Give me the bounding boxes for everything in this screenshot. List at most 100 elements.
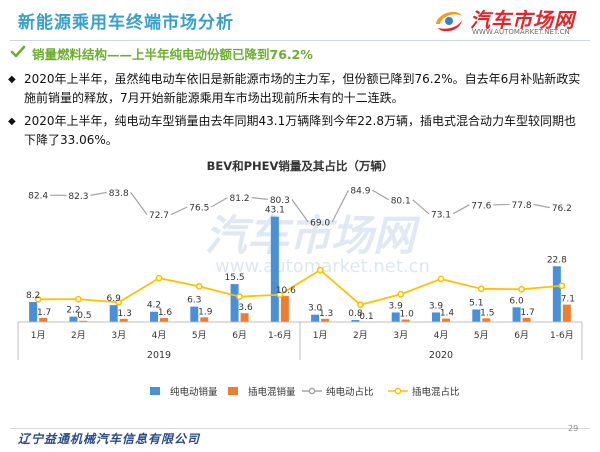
x-tick-label: 4月 <box>152 330 167 341</box>
phev-value-label: 1.0 <box>400 310 415 320</box>
bev-share-line <box>251 197 268 200</box>
x-tick-label: 5月 <box>474 330 489 341</box>
bev-share-label: 82.4 <box>28 192 48 202</box>
bev-bar <box>109 305 118 322</box>
bev-share-line <box>130 192 148 215</box>
phev-value-label: 3.6 <box>238 303 253 313</box>
bev-value-label: 43.1 <box>265 206 285 216</box>
bev-share-label: 84.9 <box>350 187 370 197</box>
header-bar: 新能源乘用车终端市场分析 汽车市场网 WWW.AUTOMARKET.NET.CN <box>0 0 600 42</box>
phev-bar <box>442 318 450 322</box>
phev-bar <box>39 317 48 322</box>
bev-share-label: 82.3 <box>68 192 88 202</box>
bev-bar <box>150 311 158 322</box>
phev-share-line <box>118 277 160 304</box>
phev-bar <box>321 318 330 322</box>
x-tick-label: 4月 <box>434 330 449 341</box>
bullet-text: 2020年上半年，虽然纯电动车依旧是新能源市场的主力军，但份额已降到76.2%。… <box>24 72 581 105</box>
phev-value-label: 1.9 <box>198 307 213 317</box>
phev-bar <box>200 317 209 322</box>
bev-bar <box>270 216 279 322</box>
phev-bar <box>482 318 491 322</box>
phev-share-point <box>357 301 364 309</box>
phev-value-label: 0.1 <box>359 312 373 322</box>
page-title: 新能源乘用车终端市场分析 <box>18 13 234 33</box>
bev-share-line <box>210 197 228 208</box>
phev-share-line <box>440 278 482 290</box>
legend-swatch <box>150 387 160 395</box>
chart-title: BEV和PHEV销量及其占比（万辆） <box>207 159 394 173</box>
x-tick-label: 1月 <box>313 330 328 341</box>
phev-share-point <box>34 295 42 303</box>
logo-url: WWW.AUTOMARKET.NET.CN <box>472 28 570 36</box>
phev-share-line <box>400 278 442 296</box>
section-subtitle: 销量燃料结构——上半年纯电动份额已降到76.2% <box>32 47 313 62</box>
bev-bar <box>512 307 521 322</box>
phev-value-label: 1.3 <box>319 309 333 319</box>
bev-phev-chart: BEV和PHEV销量及其占比（万辆） 汽车市场网 www.automarket.… <box>17 159 583 398</box>
bev-bar <box>351 320 360 322</box>
bev-bar <box>190 306 199 322</box>
x-tick-label: 2月 <box>353 330 368 341</box>
legend-swatch <box>228 387 238 395</box>
bullet-paragraph-2: ◆ 2020年上半年，纯电动车型销量由去年同期43.1万辆降到今年22.8万辆，… <box>8 112 586 150</box>
x-tick-label: 5月 <box>192 330 207 341</box>
bev-share-label: 73.1 <box>431 210 451 220</box>
phev-share-point <box>518 285 525 293</box>
group-label: 2020 <box>429 350 453 361</box>
page-number: 29 <box>568 424 579 433</box>
x-tick-label: 3月 <box>111 330 126 341</box>
phev-share-line <box>279 269 321 296</box>
phev-bar <box>522 317 531 322</box>
logo[interactable]: 汽车市场网 WWW.AUTOMARKET.NET.CN <box>432 4 592 38</box>
bev-share-label: 77.8 <box>512 201 532 211</box>
bev-share-line <box>170 206 188 216</box>
legend-label: 插电混销量 <box>248 386 296 398</box>
phev-share-line <box>521 284 562 291</box>
bev-value-label: 3.0 <box>308 304 323 314</box>
bev-share-label: 80.3 <box>270 196 290 206</box>
x-tick-label: 1月 <box>31 330 46 341</box>
bev-value-label: 15.5 <box>225 273 245 283</box>
bev-value-label: 3.9 <box>389 301 404 311</box>
bev-bar <box>391 312 400 322</box>
bev-value-label: 4.2 <box>147 301 161 311</box>
bev-share-line <box>90 191 107 196</box>
phev-share-line <box>239 293 280 298</box>
bev-share-label: 72.7 <box>149 211 169 221</box>
phev-share-point <box>276 291 284 299</box>
legend-marker <box>308 387 316 395</box>
x-tick-label: 1-6月 <box>550 330 574 341</box>
bev-value-label: 6.9 <box>107 294 122 304</box>
phev-share-point <box>437 275 445 283</box>
phev-share-point <box>477 285 485 293</box>
bev-bar <box>29 301 38 322</box>
bev-bar <box>552 266 561 322</box>
phev-value-label: 0.5 <box>77 311 91 321</box>
bev-share-label: 76.5 <box>189 204 209 214</box>
group-label: 2019 <box>147 350 171 361</box>
watermark-text: 汽车市场网 <box>205 211 421 260</box>
bev-share-label: 81.2 <box>230 194 250 204</box>
bev-share-line <box>412 199 430 215</box>
legend-marker <box>394 387 402 395</box>
legend-label: 纯电动销量 <box>170 386 218 398</box>
legend-label: 纯电动占比 <box>326 386 374 398</box>
watermark: 汽车市场网 www.automarket.net.cn <box>205 211 430 277</box>
phev-value-label: 1.4 <box>440 309 455 319</box>
bev-share-label: 69.0 <box>310 219 330 229</box>
bev-value-label: 5.1 <box>469 299 483 309</box>
bev-share-line <box>372 189 390 201</box>
phev-share-line <box>158 277 200 288</box>
phev-value-label: 7.1 <box>561 295 575 305</box>
x-tick-label: 6月 <box>514 330 529 341</box>
logo-swirl-icon <box>436 11 462 32</box>
bev-share-label: 83.8 <box>109 189 129 199</box>
phev-value-label: 1.5 <box>480 308 494 318</box>
phev-bar <box>79 320 88 322</box>
x-tick-label: 6月 <box>232 330 247 341</box>
check-icon <box>10 45 26 58</box>
phev-value-label: 1.6 <box>158 308 173 318</box>
phev-share-point <box>558 282 566 290</box>
diamond-bullet-icon: ◆ <box>8 116 16 127</box>
